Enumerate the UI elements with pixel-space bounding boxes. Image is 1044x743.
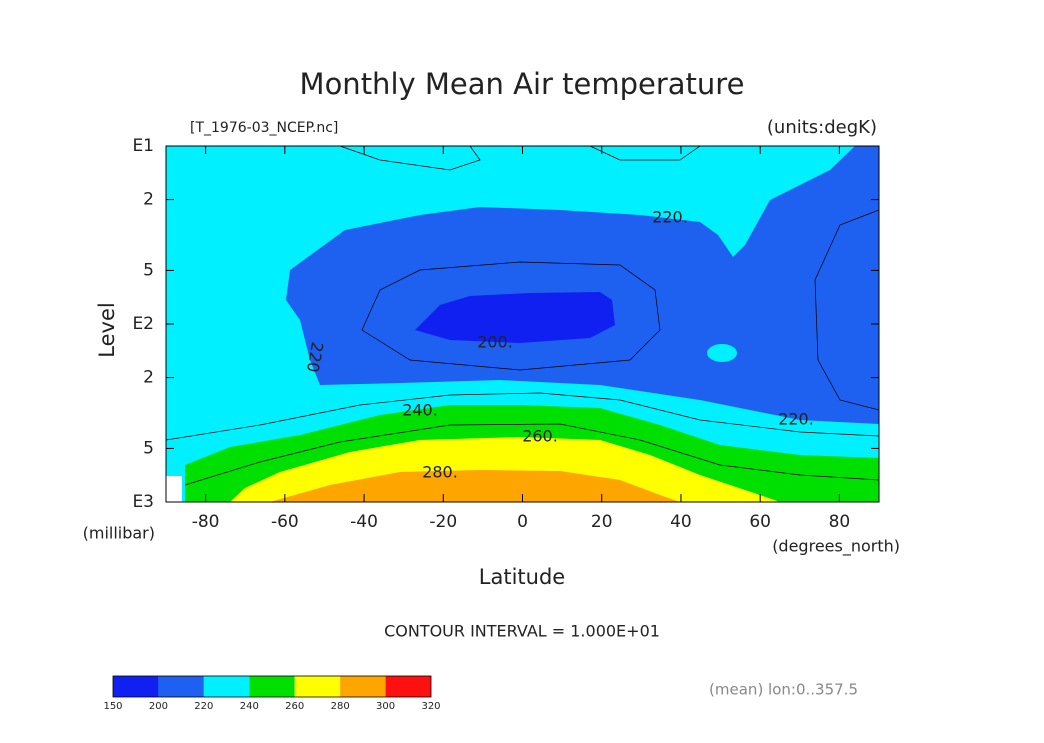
subtitle: [T_1976-03_NCEP.nc] (190, 120, 338, 136)
colorbar-label: 200 (149, 701, 168, 712)
colorbar-label: 260 (285, 701, 304, 712)
x-tick-label: 20 (591, 512, 613, 532)
colorbar-swatch (158, 676, 204, 697)
colorbar-swatch (340, 676, 386, 697)
colorbar-label: 300 (376, 701, 395, 712)
y-axis-title: Level (95, 302, 119, 357)
colorbar-swatch (203, 676, 250, 697)
y-tick-label: 2 (143, 190, 154, 210)
contour-lines (165, 145, 880, 486)
colorbar-swatch (249, 676, 295, 697)
contour-label: 220. (652, 208, 688, 227)
contour-region (270, 470, 680, 502)
colorbar-swatch (113, 676, 159, 697)
x-tick-label: 40 (670, 512, 692, 532)
x-tick-label: -40 (350, 512, 378, 532)
y-tick-label: E3 (132, 492, 154, 512)
contour-label: 220. (778, 410, 814, 429)
chart-title: Monthly Mean Air temperature (300, 67, 745, 101)
contour-label: 260. (522, 427, 558, 446)
contour-fill (165, 145, 880, 502)
colorbar-label: 320 (421, 701, 440, 712)
x-tick-label: -20 (429, 512, 457, 532)
y-tick-label: E2 (132, 314, 154, 334)
contour-label: 200. (477, 333, 513, 352)
x-tick-label: 60 (749, 512, 771, 532)
missing-data (166, 476, 182, 502)
contour-region (415, 292, 615, 343)
y-tick-label: 5 (143, 438, 154, 458)
y-axis-units: (millibar) (83, 524, 155, 543)
colorbar-label: 240 (240, 701, 259, 712)
note: (mean) lon:0..357.5 (709, 681, 858, 699)
x-tick-label: -80 (192, 512, 220, 532)
footer: CONTOUR INTERVAL = 1.000E+01 (384, 622, 660, 641)
contour-label: 280. (422, 463, 458, 482)
x-tick-label: 80 (829, 512, 851, 532)
y-tick-label: 5 (143, 260, 154, 280)
x-axis-title: Latitude (479, 565, 565, 589)
colorbar-label: 220 (194, 701, 213, 712)
y-tick-label: E1 (132, 136, 154, 156)
colorbar-frame (112, 675, 432, 698)
x-axis-units: (degrees_north) (772, 537, 900, 557)
colorbar-label: 280 (331, 701, 350, 712)
x-tick-label: -60 (271, 512, 299, 532)
contour-label: 240. (402, 401, 438, 420)
contour-region (707, 344, 737, 362)
colorbar-swatch (385, 676, 431, 697)
x-tick-label: 0 (517, 512, 528, 532)
y-tick-label: 2 (143, 368, 154, 388)
colorbar-swatch (294, 676, 341, 697)
units: (units:degK) (767, 117, 877, 138)
colorbar-label: 150 (103, 701, 122, 712)
